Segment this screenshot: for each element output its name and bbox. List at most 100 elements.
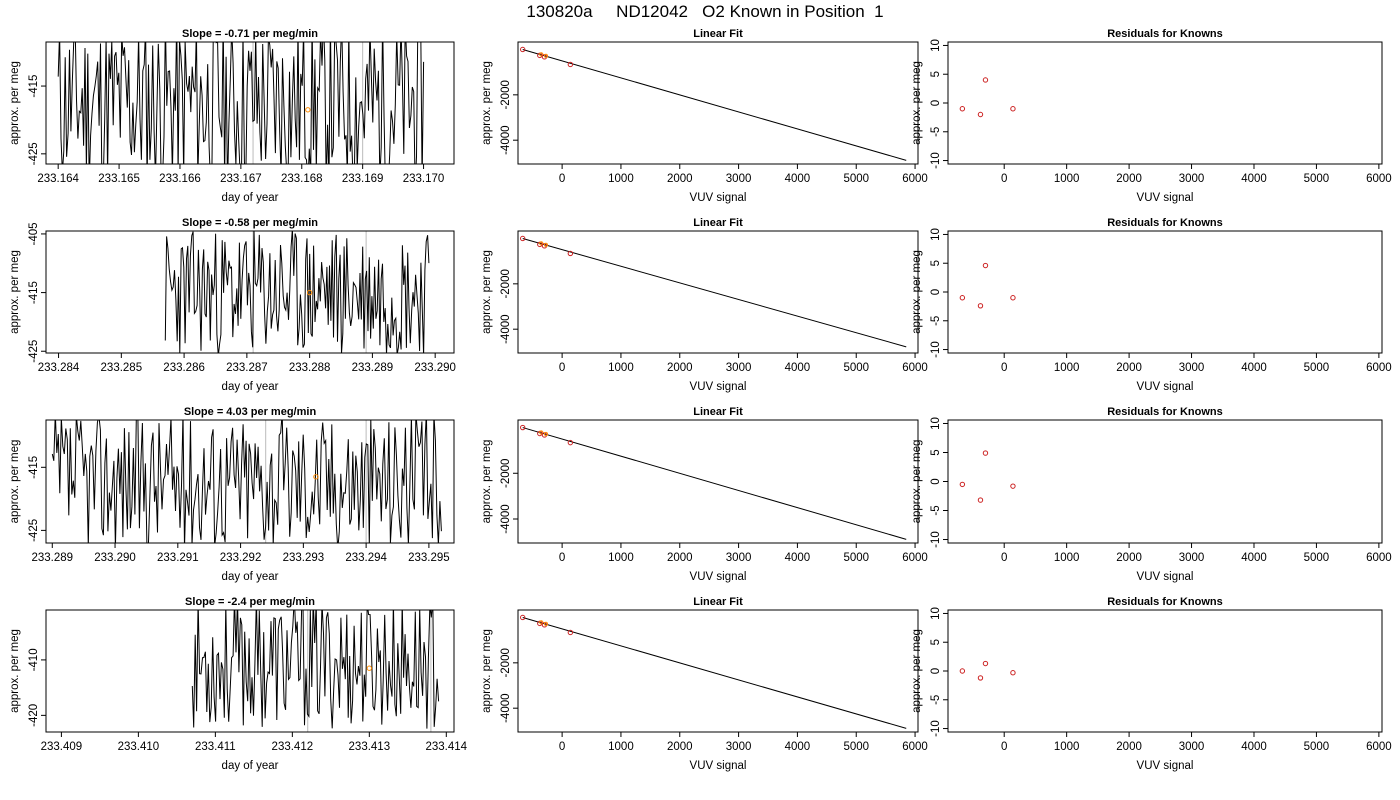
data-point-accent (543, 53, 549, 58)
plot-frame (517, 41, 919, 165)
x-tick-label: 233.413 (349, 741, 391, 753)
y-tick-label: -425 (28, 340, 40, 363)
x-tick-label: 3000 (726, 173, 752, 185)
plot-area (57, 42, 425, 164)
data-point (567, 439, 574, 446)
x-tick-label: 233.168 (281, 173, 323, 185)
y-tick-label: 10 (930, 228, 942, 241)
y-axis-label: approx. per meg (911, 440, 923, 524)
data-point-accent (539, 52, 544, 57)
data-point (520, 424, 526, 431)
x-tick-label: 233.290 (414, 362, 456, 374)
plot-frame (947, 419, 1383, 544)
data-point (1010, 106, 1016, 112)
x-tick-label: 1000 (608, 552, 634, 564)
chart-panel-3: Residuals for Knowns 0 1000 2000 3000 4000 500… (911, 28, 1392, 204)
x-tick-label: 0 (1001, 362, 1007, 374)
x-tick-label: 233.289 (352, 362, 394, 374)
x-tick-label: 0 (559, 552, 565, 564)
x-tick-label: 5000 (1304, 741, 1330, 753)
x-tick-label: 1000 (608, 741, 634, 753)
page-title: 130820a ND12042 O2 Known in Position 1 (526, 2, 884, 21)
plot-area (959, 450, 1016, 503)
x-tick-label: 233.167 (220, 173, 262, 185)
plot-area (520, 424, 907, 540)
y-tick-label: 10 (930, 39, 942, 52)
x-tick-label: 4000 (785, 552, 811, 564)
y-tick-label: -425 (28, 142, 40, 165)
x-tick-label: 233.287 (226, 362, 268, 374)
x-tick-label: 5000 (843, 173, 869, 185)
panel-title: Slope = -2.4 per meg/min (185, 596, 315, 608)
x-tick-label: 3000 (1179, 362, 1205, 374)
x-tick-label: 6000 (902, 552, 928, 564)
x-tick-label: 4000 (1241, 552, 1267, 564)
data-point (567, 250, 574, 257)
x-tick-label: 6000 (1366, 552, 1392, 564)
panel-title: Slope = -0.58 per meg/min (182, 217, 318, 229)
x-tick-label: 233.166 (159, 173, 201, 185)
y-tick-label: -415 (28, 281, 40, 304)
plot-frame (45, 230, 455, 354)
plot-frame (45, 419, 455, 544)
data-point-accent (539, 430, 544, 435)
y-tick-label: -5 (930, 316, 942, 326)
x-tick-label: 233.412 (272, 741, 314, 753)
y-tick-label: -10 (930, 531, 942, 548)
data-point (977, 303, 984, 309)
mean-marker (305, 107, 311, 113)
y-tick-label: 5 (930, 449, 942, 455)
chart-panel-4: Slope = -0.58 per meg/min 233.284 233.285 2… (9, 217, 456, 393)
data-point (977, 675, 984, 681)
data-point-accent (543, 242, 549, 247)
y-tick-label: -415 (28, 456, 40, 479)
x-tick-label: 6000 (902, 741, 928, 753)
y-tick-label: -5 (930, 695, 942, 705)
x-tick-label: 2000 (667, 362, 693, 374)
x-tick-label: 233.164 (37, 173, 79, 185)
x-tick-label: 2000 (1116, 741, 1142, 753)
mean-marker (306, 289, 313, 296)
panel-title: Residuals for Knowns (1107, 596, 1223, 608)
x-tick-label: 2000 (667, 552, 693, 564)
chart-panel-7: Slope = 4.03 per meg/min 233.289 233.290 23… (9, 406, 455, 583)
x-tick-label: 233.284 (38, 362, 80, 374)
x-tick-label: 233.286 (163, 362, 205, 374)
x-tick-label: 1000 (1054, 741, 1080, 753)
chart-panel-1: Slope = -0.71 per meg/min 233.164 233.165 2… (9, 28, 455, 204)
x-tick-label: 4000 (1241, 741, 1267, 753)
data-point (520, 614, 526, 621)
x-tick-label: 6000 (902, 173, 928, 185)
chart-panel-10: Slope = -2.4 per meg/min 233.409 233.410 23… (9, 596, 468, 772)
panel-title: Linear Fit (693, 28, 743, 40)
y-tick-label: -5 (930, 127, 942, 137)
x-tick-label: 233.293 (283, 552, 325, 564)
chart-panel-2: Linear Fit 0 1000 2000 3000 4000 5000 6000 -4000… (481, 28, 928, 204)
y-tick-label: -415 (28, 75, 40, 98)
chart-panel-11: Linear Fit 0 1000 2000 3000 4000 5000 6000 -4000… (481, 596, 928, 772)
data-point (959, 668, 966, 674)
y-tick-label: 5 (930, 639, 942, 645)
y-tick-label: 0 (930, 668, 942, 674)
data-point (567, 629, 574, 636)
y-tick-label: 10 (930, 607, 942, 620)
fit-line (522, 238, 907, 348)
data-point (982, 262, 989, 269)
y-tick-label: -10 (930, 720, 942, 737)
x-tick-label: 233.410 (118, 741, 160, 753)
x-tick-label: 4000 (785, 362, 811, 374)
x-tick-label: 233.291 (157, 552, 199, 564)
y-tick-label: -5 (930, 505, 942, 515)
plot-frame (45, 609, 455, 733)
x-tick-label: 5000 (843, 741, 869, 753)
x-tick-label: 6000 (1366, 362, 1392, 374)
mean-marker (313, 474, 319, 480)
panel-title: Slope = -0.71 per meg/min (182, 28, 318, 40)
data-point (1010, 670, 1016, 676)
x-tick-label: 2000 (1116, 552, 1142, 564)
x-tick-label: 233.288 (289, 362, 331, 374)
x-axis-label: VUV signal (690, 571, 747, 583)
x-tick-label: 233.294 (345, 552, 387, 564)
x-tick-label: 233.285 (101, 362, 143, 374)
x-tick-label: 1000 (608, 362, 634, 374)
